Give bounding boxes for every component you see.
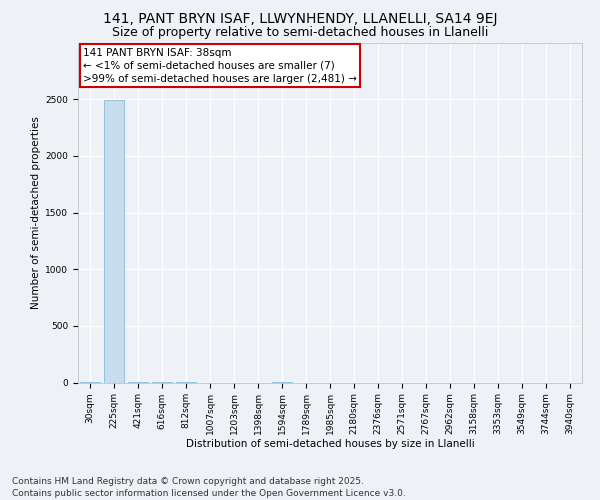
- Text: 141 PANT BRYN ISAF: 38sqm
← <1% of semi-detached houses are smaller (7)
>99% of : 141 PANT BRYN ISAF: 38sqm ← <1% of semi-…: [83, 48, 357, 84]
- Text: 141, PANT BRYN ISAF, LLWYNHENDY, LLANELLI, SA14 9EJ: 141, PANT BRYN ISAF, LLWYNHENDY, LLANELL…: [103, 12, 497, 26]
- Y-axis label: Number of semi-detached properties: Number of semi-detached properties: [31, 116, 41, 309]
- Text: Contains HM Land Registry data © Crown copyright and database right 2025.
Contai: Contains HM Land Registry data © Crown c…: [12, 476, 406, 498]
- Bar: [104, 100, 124, 382]
- X-axis label: Distribution of semi-detached houses by size in Llanelli: Distribution of semi-detached houses by …: [185, 438, 475, 448]
- Text: Size of property relative to semi-detached houses in Llanelli: Size of property relative to semi-detach…: [112, 26, 488, 39]
